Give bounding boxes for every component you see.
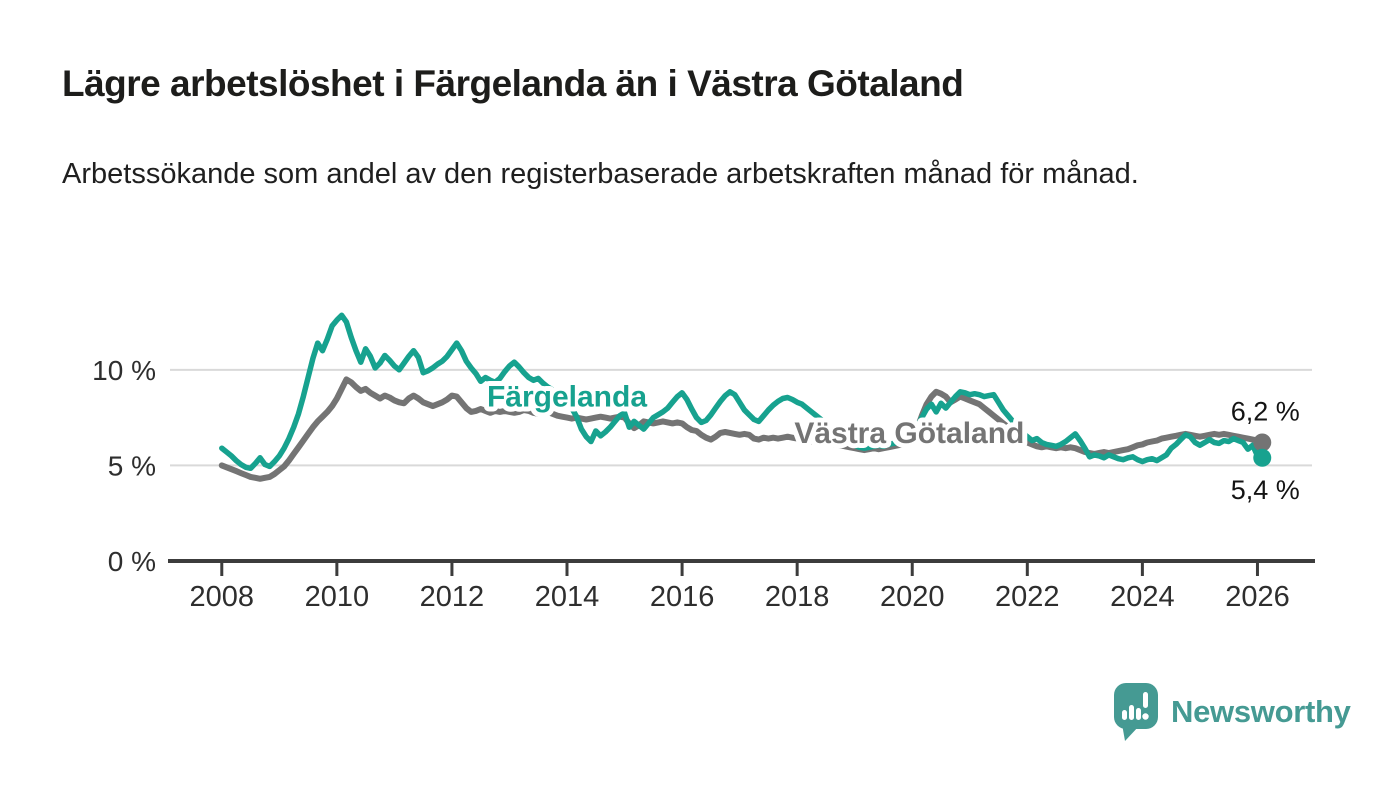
x-tick-label-2020: 2020	[880, 581, 945, 613]
end-dot-färgelanda	[1253, 448, 1272, 467]
x-tick-label-2016: 2016	[650, 581, 715, 613]
newsworthy-bubble-chart-icon	[1114, 683, 1158, 741]
newsworthy-logo-text: Newsworthy	[1171, 694, 1351, 729]
y-tick-label-0: 0 %	[108, 546, 156, 577]
end-dot-västra-götaland	[1253, 433, 1272, 452]
x-tick-label-2024: 2024	[1110, 581, 1175, 613]
x-tick-label-2018: 2018	[765, 581, 830, 613]
series-line-färgelanda	[219, 312, 1266, 472]
x-tick-label-2008: 2008	[190, 581, 255, 613]
x-tick-label-2014: 2014	[535, 581, 600, 613]
end-value-label-färgelanda: 5,4 %	[1231, 475, 1300, 505]
chart-subtitle: Arbetssökande som andel av den registerb…	[62, 158, 1139, 190]
series-label-västra-götaland: Västra Götaland	[794, 417, 1024, 450]
series-line-västra-götaland	[218, 376, 1266, 482]
x-tick-label-2022: 2022	[995, 581, 1060, 613]
newsworthy-logo: Newsworthy	[1113, 682, 1351, 742]
end-value-label-västra-götaland: 6,2 %	[1231, 396, 1300, 426]
y-tick-label-10: 10 %	[92, 355, 156, 386]
page-title: Lägre arbetslöshet i Färgelanda än i Väs…	[62, 63, 964, 104]
mini-bar-chart-glyph	[1122, 692, 1149, 720]
x-tick-label-2026: 2026	[1225, 581, 1290, 613]
series-label-färgelanda: Färgelanda	[487, 381, 647, 414]
x-tick-label-2010: 2010	[305, 581, 370, 613]
x-tick-label-2012: 2012	[420, 581, 485, 613]
y-tick-label-5: 5 %	[108, 450, 156, 481]
